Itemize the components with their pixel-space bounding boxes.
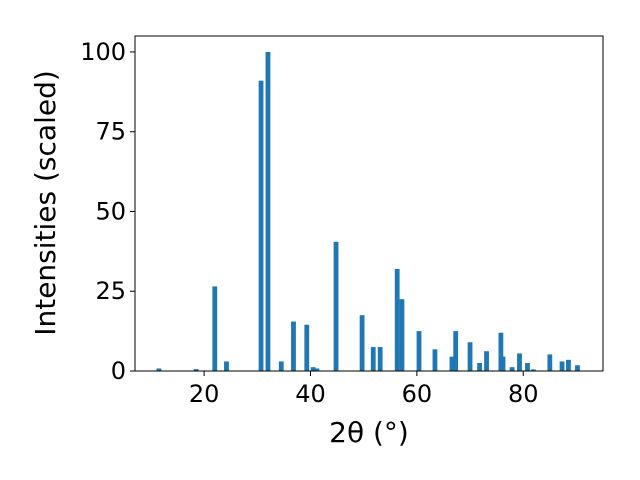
x-tick-label: 20 <box>189 380 220 408</box>
plot-frame <box>134 35 604 372</box>
y-tick-label: 75 <box>95 118 126 146</box>
bar <box>432 349 438 371</box>
bar <box>265 51 271 371</box>
bar <box>377 347 383 371</box>
bar <box>370 347 376 371</box>
x-axis-ticks: 20 40 60 80 <box>189 371 539 408</box>
bar <box>517 353 522 371</box>
bar <box>547 354 553 371</box>
bar <box>575 365 580 371</box>
y-tick-label: 25 <box>95 277 126 305</box>
x-axis-label: 2θ (°) <box>329 416 409 449</box>
bar <box>193 369 199 371</box>
bar <box>467 342 473 371</box>
bar <box>500 356 506 371</box>
bar <box>359 315 365 371</box>
bar <box>399 299 405 371</box>
bar <box>333 241 339 371</box>
bar <box>212 286 218 371</box>
bar <box>530 369 536 371</box>
bar <box>258 80 264 372</box>
bar <box>509 367 515 371</box>
bar <box>453 331 459 371</box>
bar <box>416 331 422 371</box>
bar <box>449 356 455 371</box>
y-tick-label: 100 <box>80 38 126 66</box>
bar <box>156 368 162 371</box>
y-axis-label: Intensities (scaled) <box>29 70 62 336</box>
bars-group <box>156 51 580 372</box>
bar <box>310 367 316 371</box>
bar <box>291 321 296 371</box>
bar <box>314 368 320 371</box>
bar <box>304 324 310 371</box>
y-tick-label: 0 <box>111 357 126 385</box>
bar <box>278 361 284 371</box>
y-tick-label: 50 <box>95 197 126 225</box>
bar <box>477 363 483 371</box>
y-axis-ticks: 0 25 50 75 100 <box>80 38 135 385</box>
x-tick-label: 60 <box>402 380 433 408</box>
bar <box>394 268 400 371</box>
bar <box>498 332 504 371</box>
bar <box>559 361 565 371</box>
bar <box>224 361 229 371</box>
bar <box>566 359 571 371</box>
x-tick-label: 40 <box>295 380 326 408</box>
x-tick-label: 80 <box>508 380 539 408</box>
bar <box>525 363 530 371</box>
bar <box>484 351 489 371</box>
